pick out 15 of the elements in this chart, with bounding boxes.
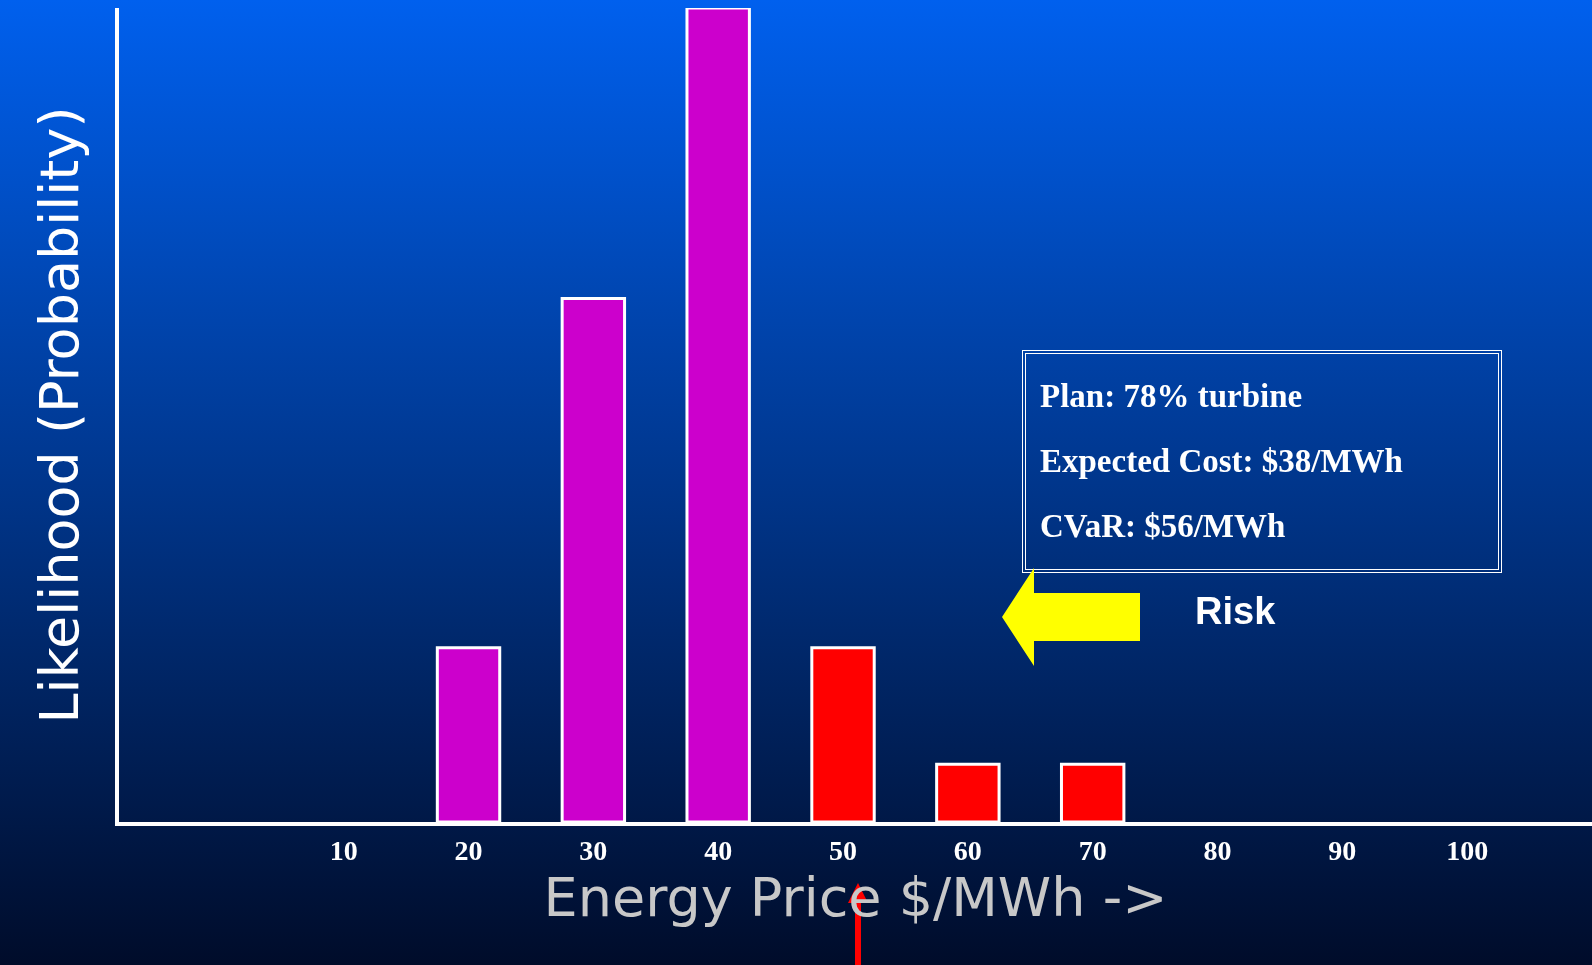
annotation: Plan: 78% turbine xyxy=(1040,377,1304,416)
x-tick-label: 70 xyxy=(1078,834,1107,866)
x-tick-label: 80 xyxy=(1203,834,1232,866)
y-axis-title: Likelihood (Probability) xyxy=(28,106,92,724)
x-tick-label: 10 xyxy=(329,834,358,866)
annotation: Expected Cost: $38/MWh xyxy=(1040,442,1404,481)
x-tick-label: 20 xyxy=(454,834,483,866)
x-tick-label: 30 xyxy=(579,834,608,866)
annotation: Risk xyxy=(1195,590,1276,633)
x-tick-label: 40 xyxy=(704,834,733,866)
x-tick-label: 60 xyxy=(953,834,982,866)
x-tick-label: 90 xyxy=(1328,834,1357,866)
x-tick-label: 100 xyxy=(1446,834,1489,866)
annotation: CVaR: $56/MWh xyxy=(1040,507,1287,546)
x-tick-label: 50 xyxy=(829,834,858,866)
